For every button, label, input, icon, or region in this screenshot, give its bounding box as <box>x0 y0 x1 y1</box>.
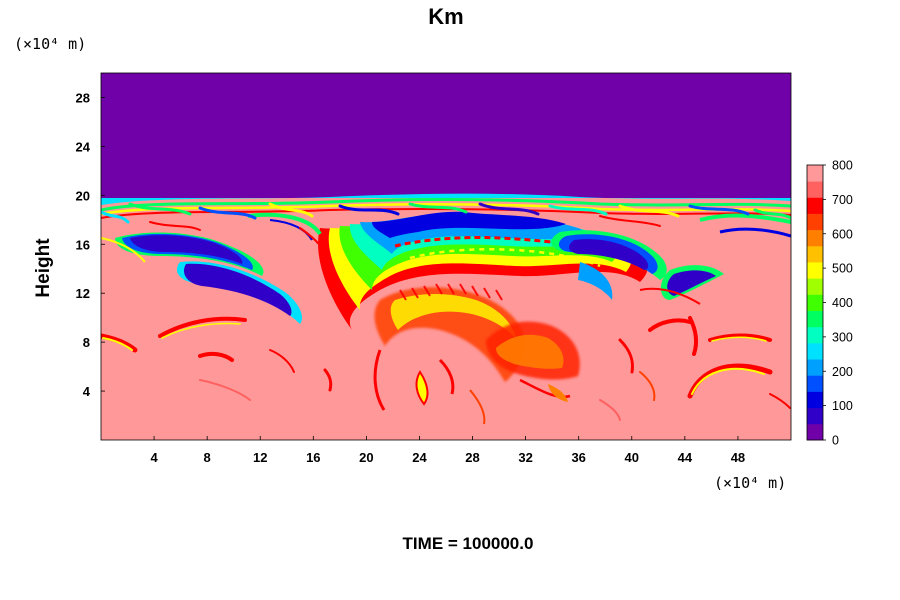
colorbar-swatch <box>807 407 823 425</box>
colorbar-swatch <box>807 342 823 360</box>
colorbar-tick-label: 600 <box>832 227 853 241</box>
time-label: TIME = 100000.0 <box>403 534 534 553</box>
colorbar-swatch <box>807 310 823 328</box>
colorbar-tick-label: 300 <box>832 330 853 344</box>
colorbar-swatch <box>807 391 823 409</box>
x-tick-label: 20 <box>359 450 373 465</box>
upper-cloud-streaks <box>101 202 791 259</box>
colorbar-swatch <box>807 326 823 344</box>
x-tick-label: 28 <box>465 450 479 465</box>
colorbar-tick-label: 200 <box>832 365 853 379</box>
y-tick-label: 12 <box>76 286 90 301</box>
colorbar-swatch <box>807 165 823 182</box>
x-tick-label: 48 <box>731 450 745 465</box>
colorbar-ticks: 0 100 200 300 400 500 600 700 800 <box>823 159 853 448</box>
colorbar-swatch <box>807 359 823 376</box>
colorbar-tick-label: 0 <box>832 434 839 448</box>
x-tick-label: 40 <box>625 450 639 465</box>
colorbar-swatch <box>807 245 823 263</box>
x-tick-label: 12 <box>253 450 267 465</box>
x-unit-label: (×10⁴ m) <box>714 474 786 492</box>
x-axis-ticks: 4 8 12 16 20 24 28 32 36 40 44 48 <box>150 436 745 465</box>
y-tick-label: 24 <box>76 139 91 154</box>
colorbar-tick-label: 800 <box>832 159 853 173</box>
colorbar-swatch <box>807 423 823 441</box>
y-tick-label: 28 <box>76 90 90 105</box>
colorbar-swatch <box>807 213 823 231</box>
colorbar-swatch <box>807 197 823 214</box>
colorbar-swatch <box>807 181 823 198</box>
x-tick-label: 36 <box>571 450 585 465</box>
colorbar <box>806 164 824 441</box>
left-arc-structures <box>101 316 333 401</box>
right-filaments <box>551 213 791 305</box>
colorbar-swatch <box>807 262 823 279</box>
left-filaments <box>101 212 322 324</box>
colorbar-swatch <box>807 375 823 392</box>
colorbar-tick-label: 500 <box>832 262 853 276</box>
colorbar-swatch <box>807 229 823 247</box>
x-tick-label: 4 <box>150 450 158 465</box>
lower-red-structures <box>373 283 580 425</box>
chart-title: Km <box>428 4 463 29</box>
right-arc-structures <box>599 316 791 421</box>
colorbar-tick-label: 700 <box>832 193 853 207</box>
y-tick-label: 16 <box>76 237 90 252</box>
plot-frame <box>100 72 792 441</box>
x-tick-label: 32 <box>518 450 532 465</box>
y-axis-label: Height <box>33 238 54 298</box>
contour-field <box>101 73 791 440</box>
colorbar-swatch <box>807 278 823 295</box>
y-unit-label: (×10⁴ m) <box>14 35 86 53</box>
y-tick-label: 4 <box>83 384 91 399</box>
colorbar-tick-label: 100 <box>832 399 853 413</box>
y-tick-label: 20 <box>76 188 90 203</box>
x-tick-label: 44 <box>678 450 693 465</box>
y-tick-label: 8 <box>83 335 90 350</box>
colorbar-swatch <box>807 294 823 311</box>
colorbar-tick-label: 400 <box>832 296 853 310</box>
x-tick-label: 8 <box>204 450 211 465</box>
x-tick-label: 24 <box>412 450 427 465</box>
x-tick-label: 16 <box>306 450 320 465</box>
y-axis-ticks: 4 8 12 16 20 24 28 <box>76 90 105 399</box>
